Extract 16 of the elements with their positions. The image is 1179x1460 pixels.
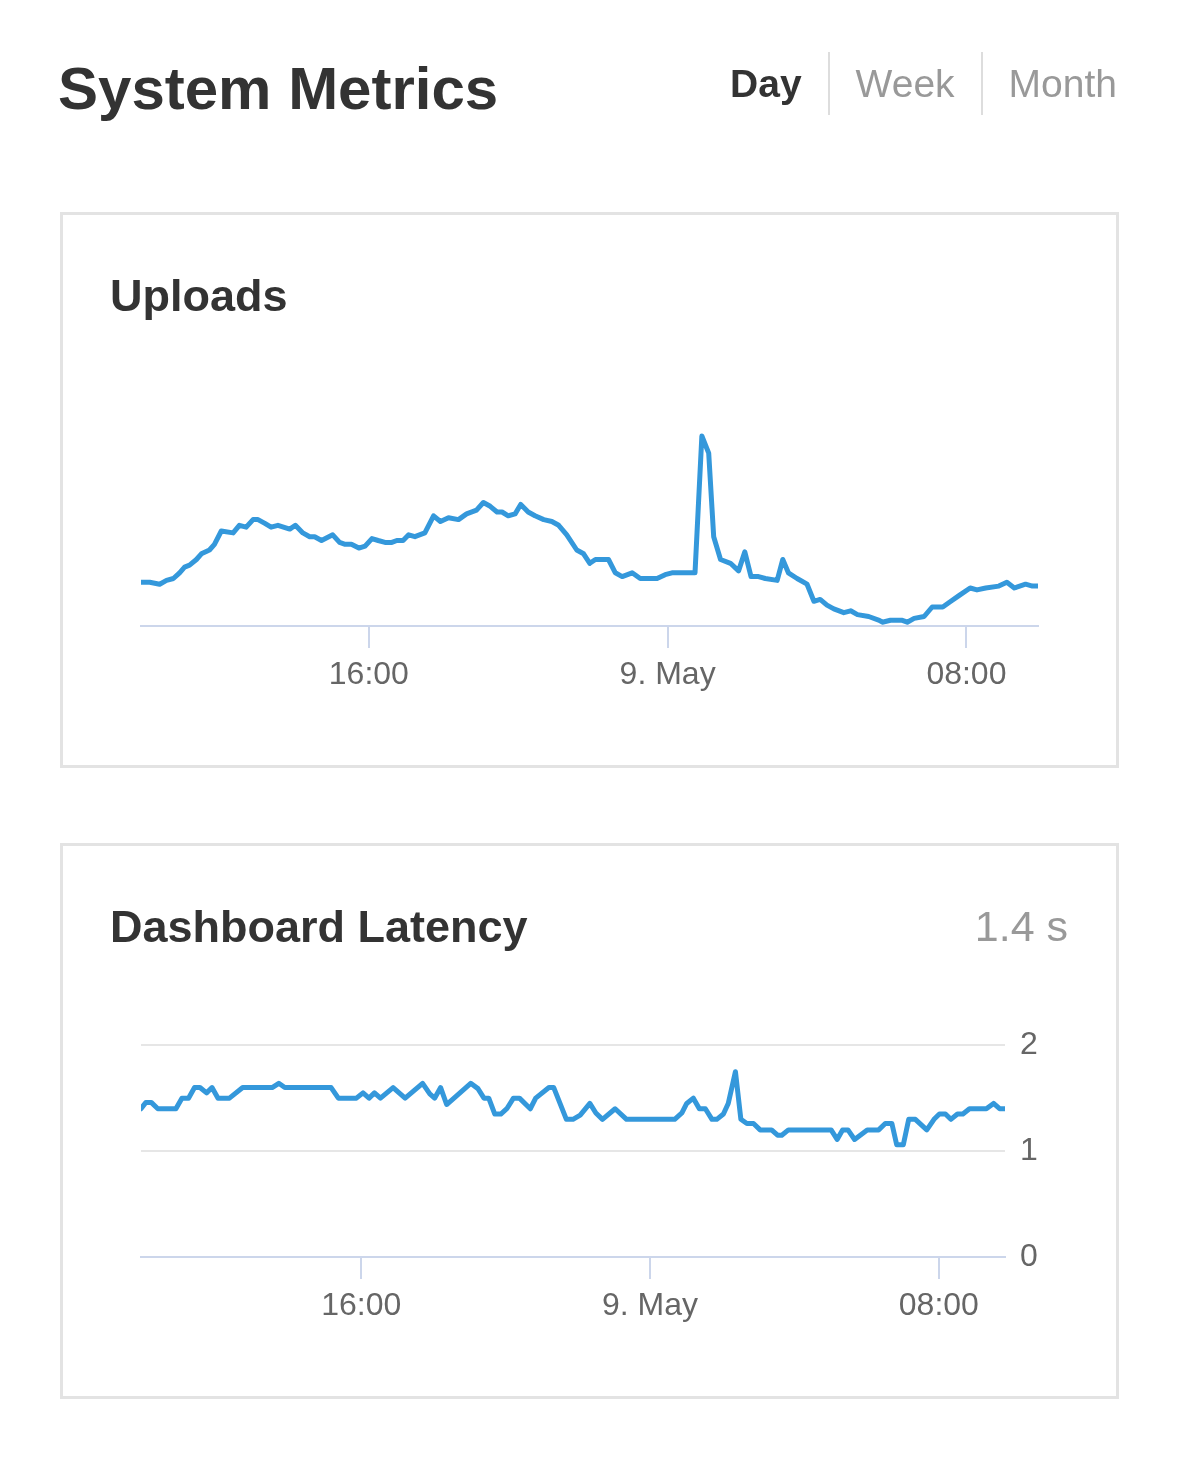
text: Day xyxy=(730,62,802,105)
y-tick-label: 0 xyxy=(1020,1236,1038,1273)
x-tick-label: 16:00 xyxy=(321,1286,402,1323)
text: Month xyxy=(1008,62,1117,105)
text: Week xyxy=(855,62,955,105)
x-tick-label: 16:00 xyxy=(328,655,409,692)
chart-title: Dashboard Latency xyxy=(110,901,528,952)
x-tick-label: 08:00 xyxy=(898,1286,979,1323)
x-tick-label: 9. May xyxy=(602,1286,699,1323)
chart-title: Uploads xyxy=(110,270,288,321)
x-tick-label: 08:00 xyxy=(926,655,1007,692)
x-tick-label: 9. May xyxy=(619,655,716,692)
text: 1.4 s xyxy=(974,902,1068,950)
y-tick-label: 2 xyxy=(1020,1025,1038,1062)
y-tick-label: 1 xyxy=(1020,1130,1038,1167)
text: System Metrics xyxy=(58,55,499,122)
